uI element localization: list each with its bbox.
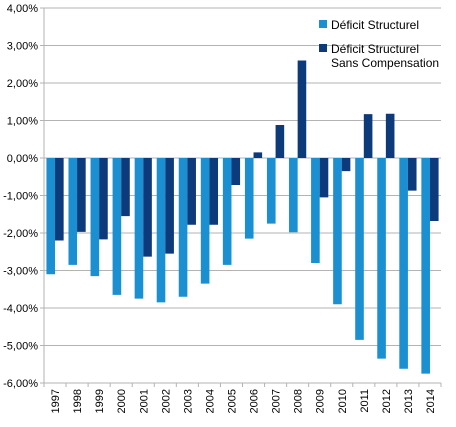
x-tick-label: 2006 [249,389,261,413]
bar-sans-compensation-2007 [275,125,285,158]
y-tick-label: -3,00% [3,266,38,278]
bar-sans-compensation-2006 [253,152,263,159]
x-tick-label: 1998 [72,389,84,413]
bar-deficit-structurel-2013 [399,158,408,369]
legend: Déficit Structurel Déficit Structurel San… [319,18,439,70]
bar-deficit-structurel-2012 [377,158,386,359]
x-tick-label: 2011 [359,389,371,413]
x-tick-label: 1997 [50,389,62,413]
axes [40,7,442,387]
bar-sans-compensation-2002 [165,158,174,254]
bar-deficit-structurel-2014 [421,158,430,374]
y-tick-label: 4,00% [7,3,38,15]
bar-sans-compensation-2004 [209,158,219,225]
x-tick-label: 2010 [337,389,349,413]
bar-deficit-structurel-2001 [134,158,144,299]
bar-sans-compensation-2009 [319,158,329,198]
y-tick-label: 1,00% [7,116,38,128]
x-tick-label: 2009 [315,389,327,413]
y-tick-label: -2,00% [3,228,38,240]
x-tick-labels: 1997 1998 1999 2000 2001 2002 2003 2004 2005 2006… [50,389,437,413]
x-tick-label: 2002 [160,389,172,413]
y-tick-label: -5,00% [3,341,38,353]
x-tick-label: 2005 [226,389,238,413]
bar-deficit-structurel-2009 [311,158,320,263]
y-tick-label: -1,00% [3,191,38,203]
bar-deficit-structurel-2003 [178,158,188,297]
x-tick-label: 2003 [182,389,194,413]
bar-sans-compensation-2014 [429,158,439,221]
bar-sans-compensation-2010 [341,158,351,172]
bar-deficit-structurel-2000 [112,158,122,295]
bar-sans-compensation-1997 [55,158,64,241]
y-tick-labels: 4,00% 3,00% 2,00% 1,00% 0,00% -1,00% -2,00% -3,… [3,3,38,390]
bar-sans-compensation-1998 [77,158,86,232]
y-tick-label: -6,00% [3,378,38,390]
x-tick-label: 2000 [116,389,128,413]
y-tick-label: 2,00% [7,78,38,90]
bar-sans-compensation-2005 [231,158,241,185]
x-tick-label: 2014 [425,389,437,413]
legend-swatch-sans-compensation [319,44,327,52]
bar-sans-compensation-2013 [407,158,417,191]
x-tick-label: 1999 [94,389,106,413]
bar-deficit-structurel-1998 [68,158,78,265]
bar-deficit-structurel-2010 [333,158,342,305]
bar-sans-compensation-2000 [121,158,130,217]
bar-sans-compensation-2003 [187,158,196,225]
y-tick-label: 0,00% [7,153,38,165]
x-tick-label: 2012 [381,389,393,413]
bar-sans-compensation-2001 [143,158,152,257]
x-tick-label: 2013 [403,389,415,413]
x-tick-label: 2007 [271,389,283,413]
bar-deficit-structurel-1997 [46,158,56,275]
bar-sans-compensation-2011 [363,114,373,158]
legend-label-deficit-structurel: Déficit Structurel [331,18,419,32]
x-tick-label: 2001 [138,389,150,413]
bar-deficit-structurel-1999 [90,158,100,277]
bar-deficit-structurel-2004 [200,158,210,284]
y-tick-label: 3,00% [7,41,38,53]
bar-deficit-structurel-2002 [156,158,166,303]
bar-sans-compensation-2008 [297,60,307,158]
bar-deficit-structurel-2005 [222,158,232,265]
bars [46,60,439,374]
bar-deficit-structurel-2011 [355,158,364,340]
x-tick-label: 2004 [204,389,216,413]
bar-sans-compensation-2012 [385,113,395,158]
bar-deficit-structurel-2007 [266,158,276,224]
bar-deficit-structurel-2008 [289,158,298,233]
x-tick-label: 2008 [293,389,305,413]
legend-swatch-deficit-structurel [319,20,327,28]
bar-sans-compensation-1999 [99,158,108,240]
legend-label-sans-compensation: Déficit Structurel Sans Compensation [331,42,439,70]
y-tick-label: -4,00% [3,303,38,315]
bar-deficit-structurel-2006 [244,158,254,239]
